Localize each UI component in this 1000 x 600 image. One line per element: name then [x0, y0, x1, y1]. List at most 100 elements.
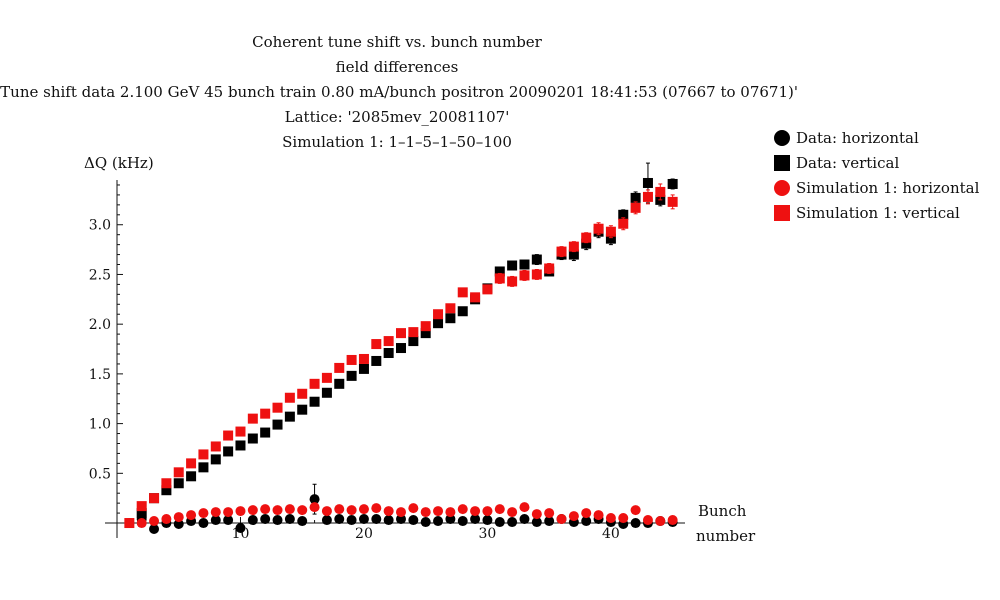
data-point — [272, 505, 283, 516]
data-point — [260, 427, 271, 438]
data-point — [655, 186, 666, 197]
data-point — [470, 292, 481, 303]
data-point — [210, 441, 221, 452]
data-point — [297, 388, 308, 399]
data-point — [519, 502, 530, 513]
data-point — [346, 354, 357, 365]
data-point — [346, 505, 357, 516]
data-point — [433, 309, 444, 320]
data-point — [260, 514, 271, 525]
series-simulation-1-horizontal — [124, 502, 678, 529]
data-point — [358, 514, 369, 525]
x-tick-label: 20 — [355, 526, 373, 542]
data-point — [470, 506, 481, 517]
data-point — [235, 523, 246, 533]
data-point — [494, 273, 505, 284]
data-point — [383, 506, 394, 517]
data-point — [531, 509, 542, 520]
data-point — [334, 504, 345, 515]
data-point — [618, 218, 629, 229]
data-point — [383, 515, 394, 526]
legend-label: Data: vertical — [796, 154, 899, 172]
title-line-1: Coherent tune shift vs. bunch number — [252, 33, 543, 51]
data-point — [507, 260, 518, 271]
data-point — [149, 493, 160, 504]
data-point — [494, 266, 505, 277]
data-point — [223, 446, 234, 457]
data-point — [198, 449, 209, 460]
data-point — [210, 515, 221, 526]
data-point — [297, 404, 308, 415]
data-point — [642, 515, 653, 526]
data-point — [618, 513, 629, 524]
x-tick-label: 30 — [479, 526, 497, 542]
series-data-vertical — [136, 162, 678, 519]
data-point — [655, 516, 666, 527]
data-point — [260, 408, 271, 419]
data-point — [371, 355, 382, 366]
data-point — [445, 303, 456, 314]
data-point — [593, 223, 604, 234]
data-point — [346, 515, 357, 526]
data-point — [198, 518, 209, 529]
data-point — [210, 507, 221, 518]
data-point — [136, 508, 147, 519]
title-line-3: 'Tune shift data 2.100 GeV 45 bunch trai… — [0, 83, 798, 101]
data-point — [618, 209, 629, 220]
data-point — [408, 515, 419, 526]
data-point — [507, 507, 518, 518]
data-point — [186, 458, 197, 469]
data-point — [507, 517, 518, 528]
data-point — [198, 508, 209, 519]
data-point — [173, 467, 184, 478]
data-point — [334, 514, 345, 525]
data-point — [186, 510, 197, 521]
title-line-5: Simulation 1: 1–1–5–1–50–100 — [282, 133, 512, 151]
data-point — [383, 336, 394, 347]
data-point — [457, 306, 468, 317]
data-point — [642, 191, 653, 202]
data-point — [186, 471, 197, 482]
legend-label: Simulation 1: vertical — [796, 204, 960, 222]
data-point — [630, 518, 641, 529]
data-point — [519, 514, 530, 525]
data-point — [433, 506, 444, 517]
data-point — [519, 259, 530, 270]
data-point — [457, 516, 468, 527]
data-point — [149, 523, 160, 534]
legend: Data: horizontal Data: vertical Simulation… — [774, 129, 980, 222]
data-point — [445, 313, 456, 324]
data-point — [531, 254, 542, 265]
y-ticks: 0.5 1.0 1.5 2.0 2.5 3.0 — [89, 184, 123, 514]
data-point — [272, 515, 283, 526]
x-axis-label-line-1: Bunch — [698, 502, 747, 520]
data-point — [494, 517, 505, 528]
data-point — [581, 508, 592, 519]
data-point — [235, 440, 246, 451]
data-point — [605, 513, 616, 524]
y-tick-label: 3.0 — [89, 218, 111, 234]
x-tick-label: 40 — [602, 526, 620, 542]
data-point — [420, 507, 431, 518]
legend-marker-square — [774, 155, 790, 171]
data-point — [593, 510, 604, 521]
data-point — [297, 516, 308, 527]
data-point — [556, 246, 567, 257]
data-point — [383, 348, 394, 359]
data-point — [396, 328, 406, 339]
data-point — [247, 413, 258, 424]
data-point — [223, 515, 234, 526]
data-point — [210, 454, 221, 465]
data-point — [420, 321, 431, 332]
data-point — [457, 504, 468, 515]
data-point — [667, 196, 678, 207]
y-tick-label: 2.0 — [89, 317, 111, 333]
data-point — [470, 514, 481, 525]
data-point — [235, 426, 246, 437]
data-point — [309, 396, 320, 407]
data-point — [358, 504, 369, 515]
data-point — [321, 506, 332, 517]
data-point — [124, 518, 135, 529]
y-tick-label: 1.0 — [89, 417, 111, 433]
data-point — [568, 249, 579, 260]
